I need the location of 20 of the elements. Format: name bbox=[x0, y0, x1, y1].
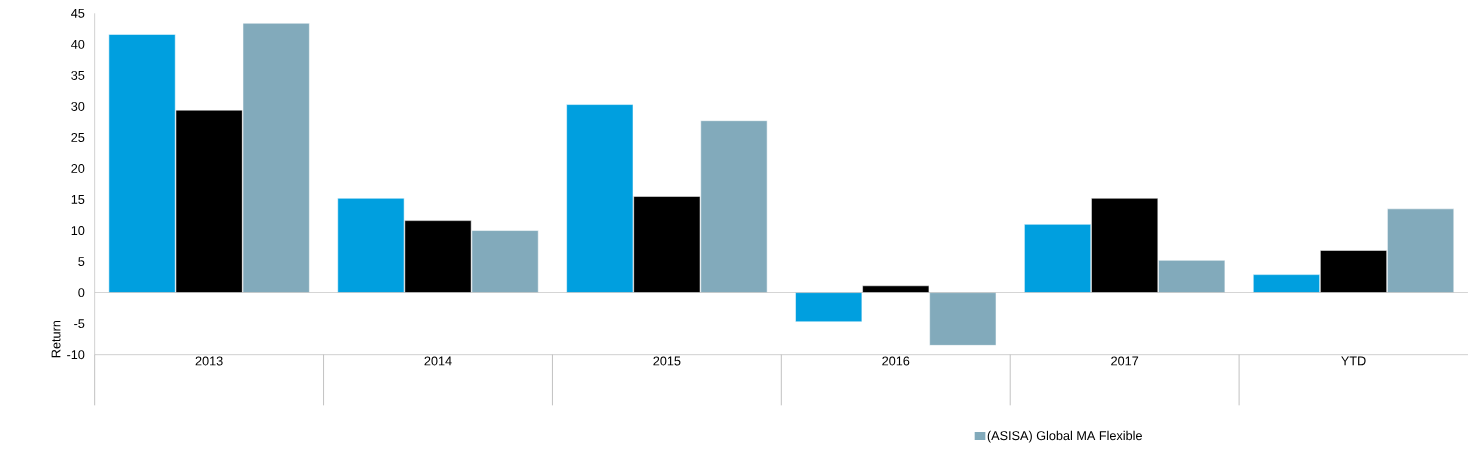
y-tick-label: 5 bbox=[78, 257, 85, 266]
x-tick-label: 2016 bbox=[882, 356, 910, 366]
y-axis-title: Return bbox=[51, 320, 61, 358]
y-tick-label: 35 bbox=[71, 70, 85, 80]
y-tick-label: -10 bbox=[67, 350, 85, 360]
x-tick-label: 2017 bbox=[1111, 356, 1139, 366]
y-tick-label: -5 bbox=[74, 319, 85, 329]
x-tick-label: 2013 bbox=[195, 356, 223, 366]
y-tick-label: 10 bbox=[71, 226, 85, 236]
y-tick-label: 40 bbox=[71, 39, 85, 49]
x-tick-label: 2014 bbox=[424, 356, 452, 366]
y-tick-label: 20 bbox=[71, 164, 85, 173]
y-tick-label: 15 bbox=[71, 195, 85, 204]
x-tick-label: YTD bbox=[1341, 356, 1366, 366]
legend-label: (ASISA) Global MA Flexible bbox=[987, 430, 1142, 443]
x-tick-label: 2015 bbox=[653, 356, 681, 366]
y-tick-label: 45 bbox=[71, 8, 85, 18]
y-tick-label: 30 bbox=[71, 101, 85, 111]
y-tick-label: 25 bbox=[71, 132, 85, 142]
y-tick-label: 0 bbox=[78, 288, 85, 298]
